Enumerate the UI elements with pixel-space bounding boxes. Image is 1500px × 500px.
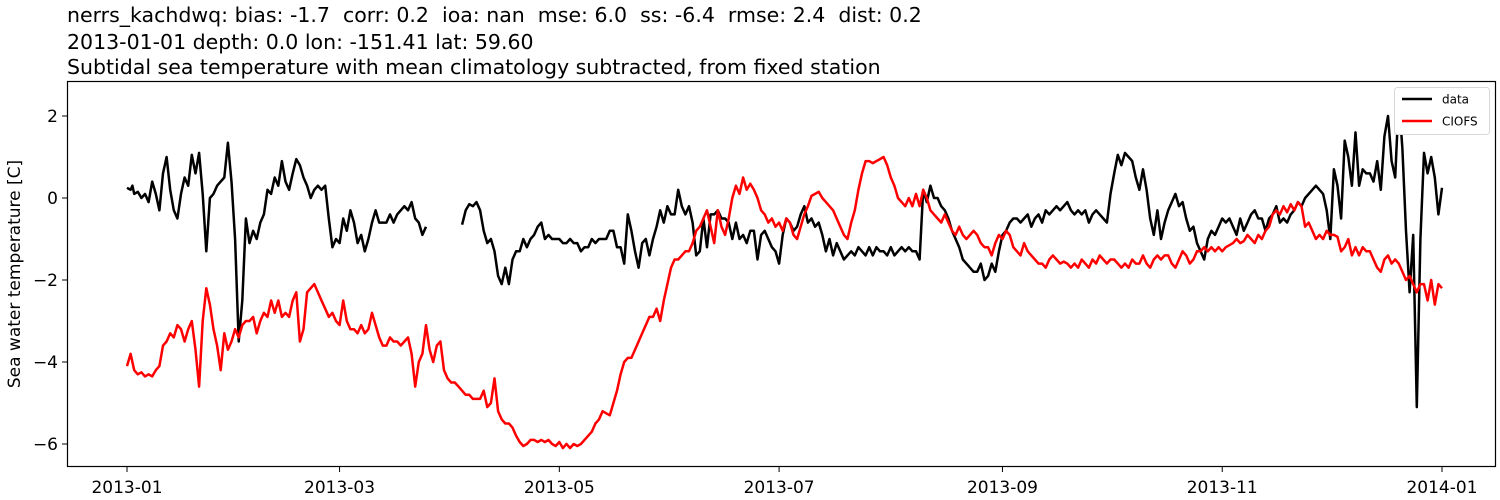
legend-label-ciofs: CIOFS — [1442, 115, 1478, 129]
y-tick-label: −4 — [33, 353, 58, 373]
series-line-data — [126, 141, 428, 343]
plot-frame — [66, 80, 1497, 468]
series-line-ciofs — [125, 155, 1443, 450]
legend: data CIOFS — [1394, 87, 1490, 135]
chart-title-stats: nerrs_kachdwq: bias: -1.7 corr: 0.2 ioa:… — [67, 3, 922, 27]
y-tick-label: 0 — [47, 189, 58, 209]
x-tick-label: 2014-01 — [1406, 478, 1477, 498]
chart-title-location: 2013-01-01 depth: 0.0 lon: -151.41 lat: … — [67, 30, 534, 54]
x-axis: 2013-01 2013-03 2013-05 2013-07 2013-09 2013-… — [91, 466, 1478, 498]
x-tick-label: 2013-11 — [1187, 478, 1258, 498]
chart-title-description: Subtidal sea temperature with mean clima… — [67, 55, 881, 79]
x-tick-label: 2013-09 — [967, 478, 1038, 498]
y-axis-label: Sea water temperature [C] — [5, 160, 25, 388]
y-tick-label: −6 — [33, 435, 58, 455]
y-axis: 2 0 −2 −4 −6 — [33, 107, 68, 455]
y-tick-label: 2 — [47, 107, 58, 127]
x-tick-label: 2013-03 — [304, 478, 375, 498]
y-tick-label: −2 — [33, 271, 58, 291]
series-line-data — [460, 96, 1444, 409]
plot-lines — [125, 96, 1444, 450]
x-tick-label: 2013-07 — [744, 478, 815, 498]
x-tick-label: 2013-01 — [91, 478, 162, 498]
x-tick-label: 2013-05 — [524, 478, 595, 498]
legend-label-data: data — [1442, 93, 1469, 107]
